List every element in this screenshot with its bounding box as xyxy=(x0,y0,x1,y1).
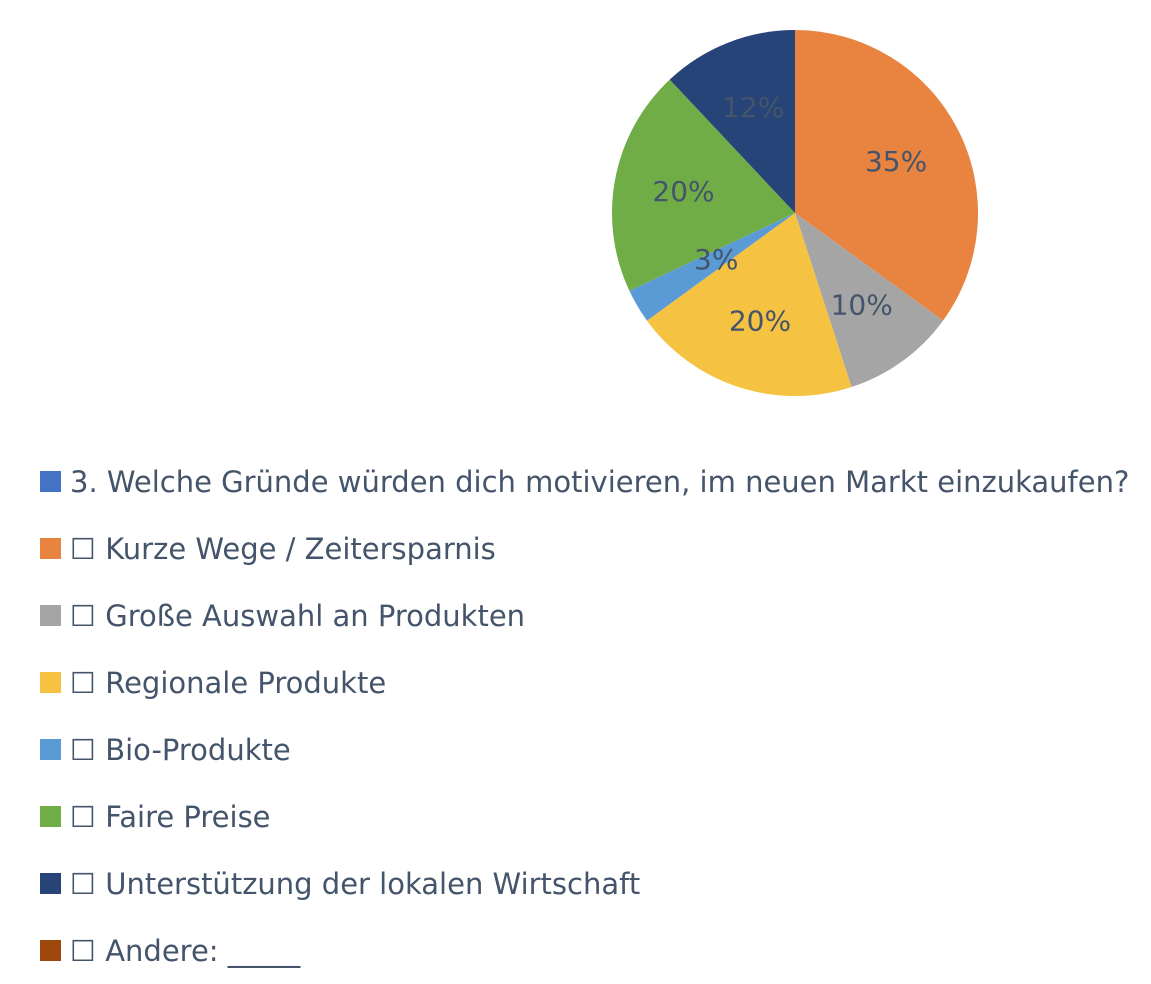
legend-swatch xyxy=(40,605,61,626)
legend-label: ☐ Bio-Produkte xyxy=(70,732,291,767)
slice-data-label: 35% xyxy=(865,145,927,178)
legend-label: ☐ Unterstützung der lokalen Wirtschaft xyxy=(70,866,641,901)
legend-swatch xyxy=(40,940,61,961)
legend-item: ☐ Regionale Produkte xyxy=(40,649,1145,716)
legend-label: ☐ Andere: _____ xyxy=(70,933,301,968)
legend-swatch xyxy=(40,672,61,693)
pie-slice xyxy=(795,213,944,388)
legend-item: ☐ Andere: _____ xyxy=(40,917,1145,984)
legend-label: ☐ Kurze Wege / Zeitersparnis xyxy=(70,531,496,566)
legend-item: ☐ Unterstützung der lokalen Wirtschaft xyxy=(40,850,1145,917)
slice-data-label: 20% xyxy=(729,304,791,337)
pie-chart: 35% 10% 20% 3% 20% 12% xyxy=(611,30,978,396)
pie-slice xyxy=(795,30,978,321)
pie-slice xyxy=(646,213,852,396)
slice-data-label: 12% xyxy=(722,91,784,124)
chart-legend: 3. Welche Gründe würden dich motivieren,… xyxy=(40,448,1145,984)
slice-data-label: 20% xyxy=(652,175,714,208)
legend-label: ☐ Regionale Produkte xyxy=(70,665,387,700)
legend-swatch xyxy=(40,739,61,760)
legend-item: ☐ Faire Preise xyxy=(40,783,1145,850)
slice-data-label: 3% xyxy=(694,243,738,276)
legend-swatch xyxy=(40,538,61,559)
slice-data-label: 10% xyxy=(831,288,893,321)
pie-slice xyxy=(669,30,795,213)
pie-slice xyxy=(629,213,795,321)
legend-label: ☐ Große Auswahl an Produkten xyxy=(70,598,526,633)
legend-item: ☐ Große Auswahl an Produkten xyxy=(40,582,1145,649)
legend-item: ☐ Bio-Produkte xyxy=(40,716,1145,783)
legend-item: 3. Welche Gründe würden dich motivieren,… xyxy=(40,448,1145,515)
legend-swatch xyxy=(40,806,61,827)
legend-label: ☐ Faire Preise xyxy=(70,799,271,834)
legend-label: 3. Welche Gründe würden dich motivieren,… xyxy=(70,464,1130,499)
pie-slice xyxy=(611,79,795,291)
legend-item: ☐ Kurze Wege / Zeitersparnis xyxy=(40,515,1145,582)
legend-swatch xyxy=(40,873,61,894)
legend-swatch xyxy=(40,471,61,492)
